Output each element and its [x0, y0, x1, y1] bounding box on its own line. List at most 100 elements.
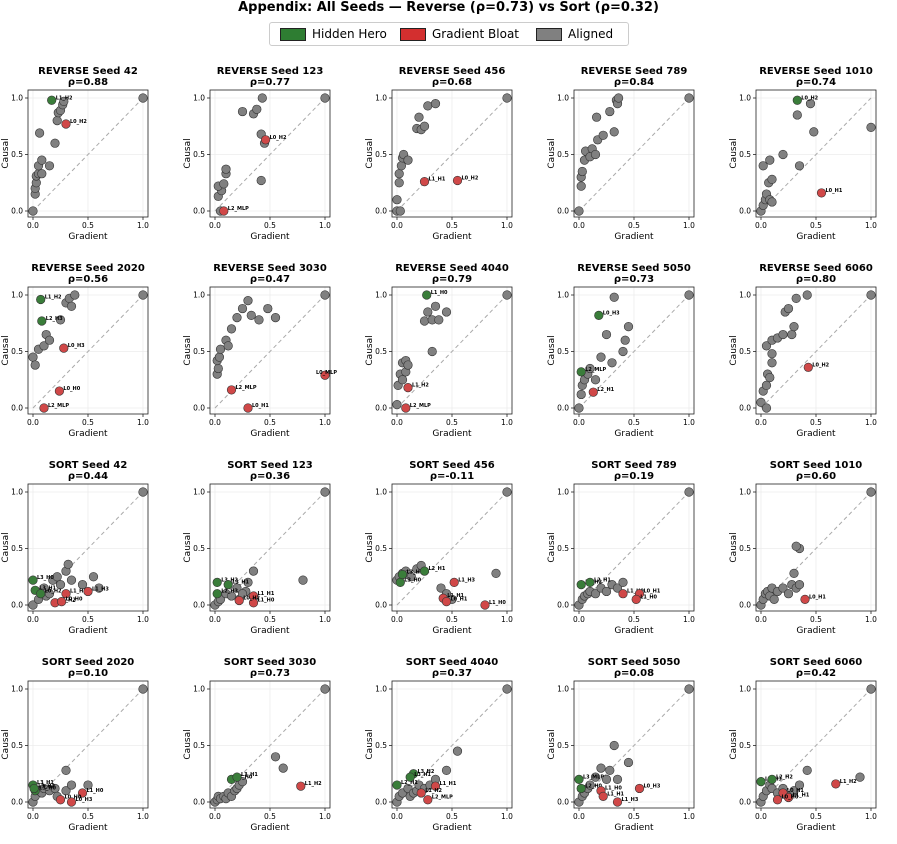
gradient-bloat-point	[441, 597, 452, 607]
aligned-point	[427, 346, 437, 357]
gradient-bloat-point	[226, 385, 237, 395]
point-label: L1_H1	[440, 781, 457, 787]
diagonal-line	[760, 294, 872, 409]
x-axis-label: Gradient	[432, 626, 472, 636]
point-label: L1_H1	[258, 591, 275, 597]
x-tick-label: 0.0	[391, 418, 403, 427]
y-axis-label: Causal	[729, 532, 739, 562]
aligned-point	[576, 389, 586, 400]
aligned-point	[436, 583, 446, 593]
point-label: L2_H1	[597, 387, 614, 393]
aligned-point	[44, 335, 55, 345]
aligned-point	[574, 206, 584, 216]
y-tick-label: 1.0	[739, 488, 751, 497]
hidden-hero-point	[37, 316, 47, 326]
subplot-rho: ρ=-0.11	[430, 471, 474, 482]
aligned-point	[590, 772, 601, 782]
point-label: L1_H0	[489, 600, 506, 606]
subplot-rho: ρ=0.73	[614, 274, 654, 285]
aligned-point	[397, 375, 408, 385]
aligned-point	[414, 112, 424, 122]
x-tick-label: 1.0	[137, 221, 149, 230]
aligned-point	[765, 372, 775, 383]
gradient-bloat-point	[234, 595, 244, 606]
x-axis-label: Gradient	[796, 232, 836, 242]
aligned-point	[270, 752, 281, 762]
subplot-rho: ρ=0.19	[614, 471, 654, 482]
aligned-point	[419, 121, 430, 131]
aligned-point	[434, 315, 444, 325]
point-label: L3_H1	[39, 585, 56, 591]
hidden-hero-point	[29, 783, 39, 794]
x-tick-label: 1.0	[319, 812, 331, 821]
aligned-point	[254, 315, 264, 325]
gradient-bloat-point	[401, 403, 411, 413]
x-axis-label: Gradient	[614, 626, 654, 636]
subplot-title: REVERSE Seed 3030	[213, 263, 327, 274]
x-tick-label: 0.5	[446, 812, 458, 821]
diagonal-line	[396, 688, 508, 803]
point-label: L3_H2	[407, 569, 424, 575]
x-axis-label: Gradient	[796, 823, 836, 833]
aligned-point	[596, 763, 606, 773]
subplot-title: SORT Seed 123	[227, 460, 313, 471]
subplot-rho: ρ=0.36	[250, 471, 290, 482]
y-axis-label: Causal	[365, 532, 375, 562]
y-tick-label: 1.0	[739, 94, 751, 103]
x-tick-label: 0.0	[209, 221, 221, 230]
point-label: L2_H1	[401, 780, 418, 786]
subplot-rho: ρ=0.74	[796, 77, 836, 88]
aligned-point	[609, 292, 619, 302]
x-tick-label: 0.0	[27, 615, 39, 624]
x-axis-label: Gradient	[68, 429, 108, 439]
aligned-point	[226, 591, 237, 601]
subplot-title: REVERSE Seed 4040	[395, 263, 509, 274]
aligned-point	[248, 566, 259, 576]
x-axis-label: Gradient	[614, 429, 654, 439]
aligned-point	[138, 487, 148, 497]
aligned-point	[52, 572, 62, 582]
hidden-hero-point	[756, 777, 766, 787]
x-axis-label: Gradient	[432, 823, 472, 833]
point-label: L1_H0	[258, 598, 275, 604]
aligned-point	[430, 99, 441, 109]
x-tick-label: 0.0	[391, 615, 403, 624]
point-label: L0_H2	[801, 95, 818, 101]
aligned-point	[866, 290, 876, 300]
x-tick-label: 0.0	[27, 418, 39, 427]
y-axis-label: Causal	[1, 138, 11, 168]
aligned-point	[28, 206, 38, 216]
aligned-point	[219, 179, 229, 189]
y-tick-label: 0.0	[557, 404, 569, 413]
subplot-rho: ρ=0.84	[614, 77, 654, 88]
aligned-point	[59, 96, 69, 106]
aligned-point	[684, 93, 694, 103]
x-tick-label: 1.0	[683, 221, 695, 230]
aligned-point	[419, 316, 430, 326]
subplot-title: REVERSE Seed 123	[217, 66, 324, 77]
diagonal-line	[578, 491, 690, 606]
aligned-point	[138, 93, 148, 103]
y-tick-label: 0.5	[557, 347, 569, 356]
y-tick-label: 0.0	[557, 601, 569, 610]
legend-label: Gradient Bloat	[432, 27, 520, 41]
y-tick-label: 0.5	[739, 150, 751, 159]
hidden-hero-point	[792, 95, 802, 105]
aligned-point	[576, 181, 586, 191]
x-axis-label: Gradient	[68, 823, 108, 833]
subplot: REVERSE Seed 42ρ=0.88 0.0 0.0 0.5 0.5 1.0 1.0 G…	[1, 66, 149, 242]
hidden-hero-point	[392, 780, 402, 790]
diagonal-line	[396, 491, 508, 606]
diagonal-line	[578, 294, 690, 409]
gradient-bloat-point	[631, 594, 641, 604]
aligned-point	[612, 583, 623, 593]
subplot-title: REVERSE Seed 1010	[759, 66, 873, 77]
gradient-bloat-point	[598, 791, 608, 801]
aligned-point	[574, 403, 584, 413]
aligned-point	[392, 195, 402, 205]
x-tick-label: 0.5	[264, 615, 276, 624]
